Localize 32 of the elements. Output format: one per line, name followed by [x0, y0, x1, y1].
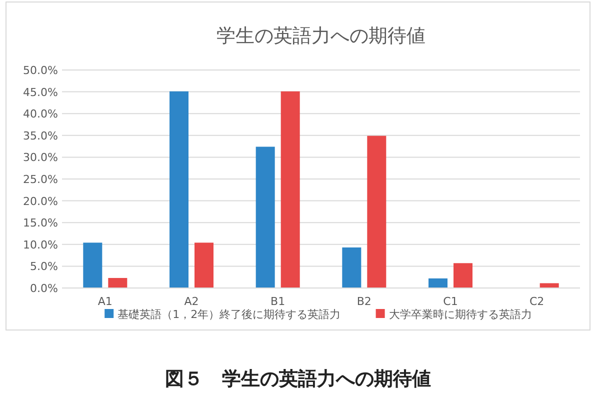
legend-label: 大学卒業時に期待する英語力	[388, 308, 532, 321]
bar	[367, 136, 386, 288]
x-tick-label: B2	[356, 295, 372, 308]
bar	[83, 242, 102, 288]
bar	[428, 278, 448, 288]
legend-label: 基礎英語（1，2年）終了後に期待する英語力	[118, 308, 341, 321]
bar	[454, 263, 472, 288]
y-tick-label: 5.0%	[30, 260, 58, 274]
x-tick-label: C2	[529, 295, 544, 308]
y-tick-label: 45.0%	[23, 86, 58, 99]
x-tick-label: B1	[270, 295, 286, 308]
bar	[342, 247, 362, 288]
chart-title: 学生の英語力への期待値	[216, 25, 426, 47]
bar	[170, 91, 188, 288]
bar	[280, 91, 300, 288]
y-tick-label: 15.0%	[23, 216, 58, 230]
x-tick-label: C1	[443, 295, 458, 308]
bar	[256, 146, 275, 288]
y-tick-label: 25.0%	[23, 173, 58, 186]
y-tick-label: 50.0%	[23, 64, 58, 77]
bar	[194, 242, 214, 288]
y-tick-label: 30.0%	[23, 151, 58, 164]
x-tick-label: A1	[98, 295, 112, 308]
bar	[108, 278, 128, 288]
y-tick-label: 40.0%	[23, 108, 58, 121]
y-tick-label: 35.0%	[23, 129, 58, 142]
y-tick-label: 0.0%	[30, 282, 58, 295]
y-tick-label: 20.0%	[23, 194, 58, 208]
caption: 図５ 学生の英語力への期待値	[165, 368, 431, 390]
y-tick-label: 10.0%	[23, 238, 58, 252]
x-tick-label: A2	[184, 295, 199, 308]
bar	[540, 283, 559, 288]
